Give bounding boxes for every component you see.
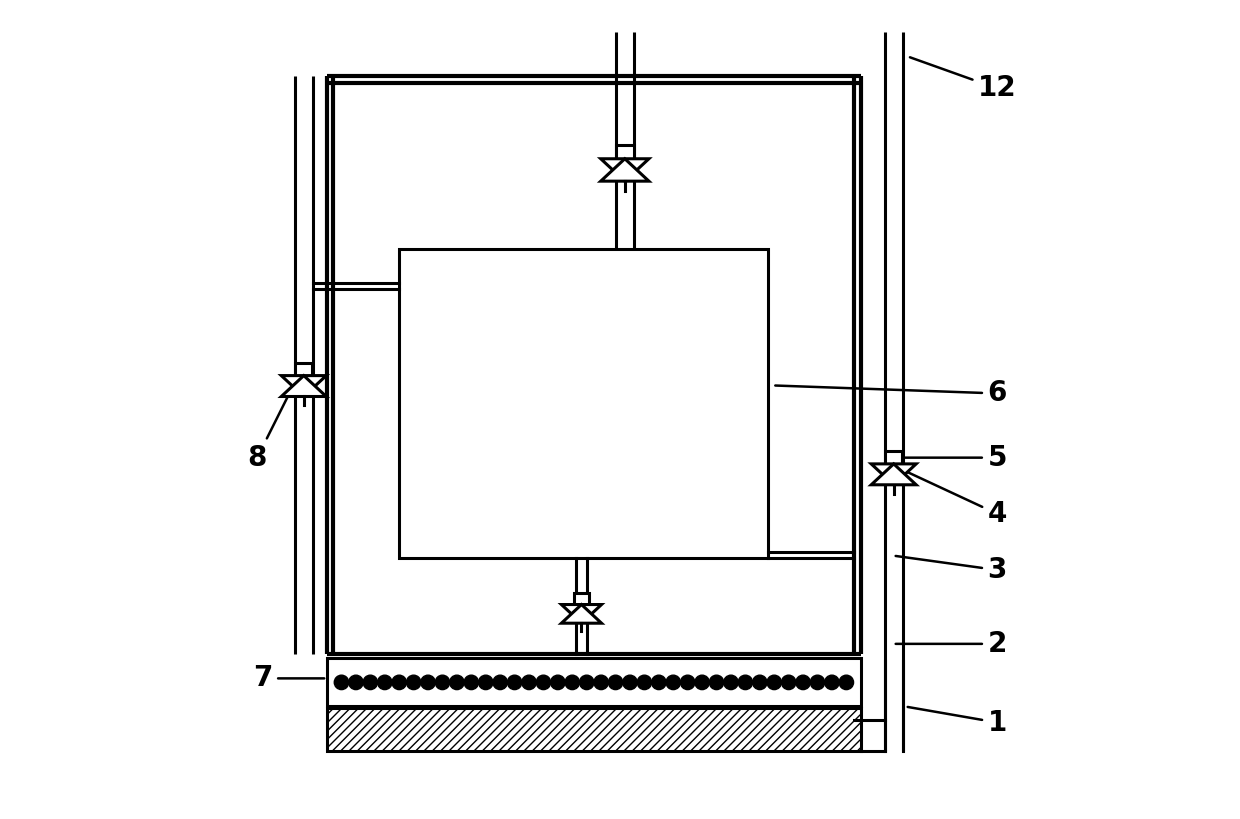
Polygon shape xyxy=(295,363,312,376)
Circle shape xyxy=(348,675,363,690)
Circle shape xyxy=(839,675,853,690)
Circle shape xyxy=(565,675,579,690)
Polygon shape xyxy=(616,145,634,159)
Circle shape xyxy=(507,675,522,690)
Circle shape xyxy=(335,675,348,690)
Circle shape xyxy=(666,675,681,690)
Circle shape xyxy=(594,675,609,690)
Polygon shape xyxy=(562,604,601,623)
Circle shape xyxy=(464,675,479,690)
Text: 6: 6 xyxy=(775,379,1007,407)
Circle shape xyxy=(494,675,507,690)
Bar xyxy=(327,658,861,707)
Circle shape xyxy=(392,675,407,690)
Circle shape xyxy=(551,675,565,690)
Text: 1: 1 xyxy=(908,707,1007,736)
Text: 12: 12 xyxy=(910,57,1017,102)
Circle shape xyxy=(753,675,768,690)
Circle shape xyxy=(522,675,536,690)
Text: 8: 8 xyxy=(248,380,296,472)
Circle shape xyxy=(810,675,825,690)
Polygon shape xyxy=(600,159,649,181)
Circle shape xyxy=(579,675,594,690)
Circle shape xyxy=(536,675,551,690)
Circle shape xyxy=(609,675,622,690)
Polygon shape xyxy=(885,451,903,464)
Circle shape xyxy=(796,675,810,690)
Circle shape xyxy=(377,675,392,690)
Circle shape xyxy=(681,675,694,690)
Text: 2: 2 xyxy=(895,630,1007,658)
Circle shape xyxy=(450,675,464,690)
Circle shape xyxy=(363,675,377,690)
Polygon shape xyxy=(872,464,916,485)
Circle shape xyxy=(420,675,435,690)
Circle shape xyxy=(479,675,494,690)
Text: 4: 4 xyxy=(897,467,1007,527)
Circle shape xyxy=(781,675,796,690)
Polygon shape xyxy=(574,593,589,604)
Circle shape xyxy=(435,675,450,690)
Bar xyxy=(327,708,861,750)
Circle shape xyxy=(724,675,738,690)
Circle shape xyxy=(709,675,724,690)
Polygon shape xyxy=(281,376,326,396)
Polygon shape xyxy=(872,464,916,485)
Circle shape xyxy=(407,675,420,690)
Circle shape xyxy=(768,675,781,690)
Circle shape xyxy=(637,675,652,690)
Circle shape xyxy=(825,675,839,690)
Bar xyxy=(399,249,769,558)
Polygon shape xyxy=(281,376,326,396)
Text: 3: 3 xyxy=(895,556,1007,584)
Circle shape xyxy=(651,675,666,690)
Circle shape xyxy=(694,675,709,690)
Text: 7: 7 xyxy=(253,664,325,692)
Circle shape xyxy=(622,675,637,690)
Text: 5: 5 xyxy=(892,444,1007,472)
Polygon shape xyxy=(600,159,649,181)
Circle shape xyxy=(738,675,753,690)
Polygon shape xyxy=(562,604,601,623)
